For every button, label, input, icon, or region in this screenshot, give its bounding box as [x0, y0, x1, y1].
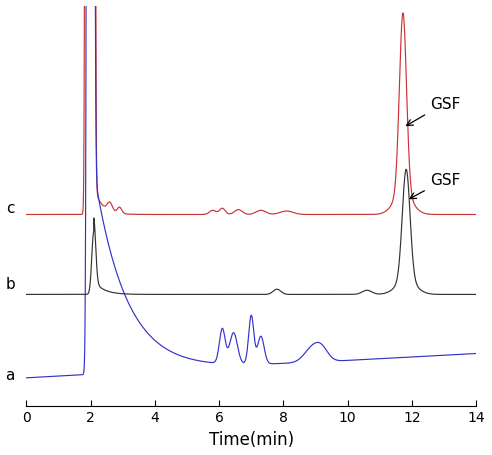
- Text: a: a: [5, 367, 15, 382]
- Text: c: c: [6, 201, 15, 216]
- Text: b: b: [5, 277, 15, 292]
- Text: GSF: GSF: [406, 96, 460, 126]
- X-axis label: Time(min): Time(min): [209, 430, 294, 448]
- Text: GSF: GSF: [410, 173, 460, 199]
